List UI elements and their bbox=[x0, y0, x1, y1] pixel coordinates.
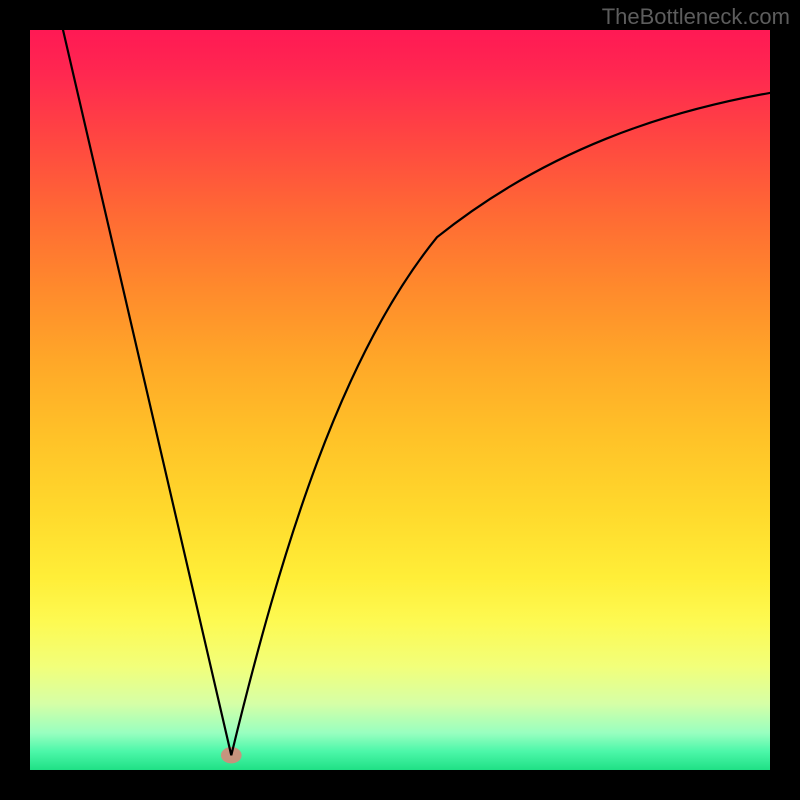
plot-area bbox=[30, 30, 770, 770]
watermark-text: TheBottleneck.com bbox=[602, 4, 790, 30]
chart-frame: TheBottleneck.com bbox=[0, 0, 800, 800]
bottleneck-curve-chart bbox=[30, 30, 770, 770]
gradient-background bbox=[30, 30, 770, 770]
